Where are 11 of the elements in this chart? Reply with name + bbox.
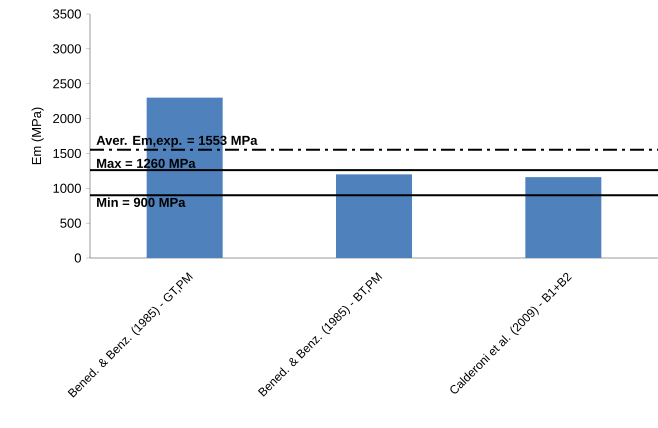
y-tick-label: 1000 xyxy=(54,184,81,193)
y-tick-label: 500 xyxy=(60,218,81,228)
y-tick-label: 1500 xyxy=(54,148,81,158)
bar xyxy=(525,177,602,258)
y-tick-label: 0 xyxy=(74,253,81,263)
y-axis-title: Em (MPa) xyxy=(32,108,44,164)
y-tick-label: 2000 xyxy=(53,114,81,124)
y-tick-label: 3500 xyxy=(53,9,81,19)
bar xyxy=(336,174,412,258)
y-tick-label: 2500 xyxy=(53,79,81,88)
y-tick-label: 3000 xyxy=(53,44,81,54)
